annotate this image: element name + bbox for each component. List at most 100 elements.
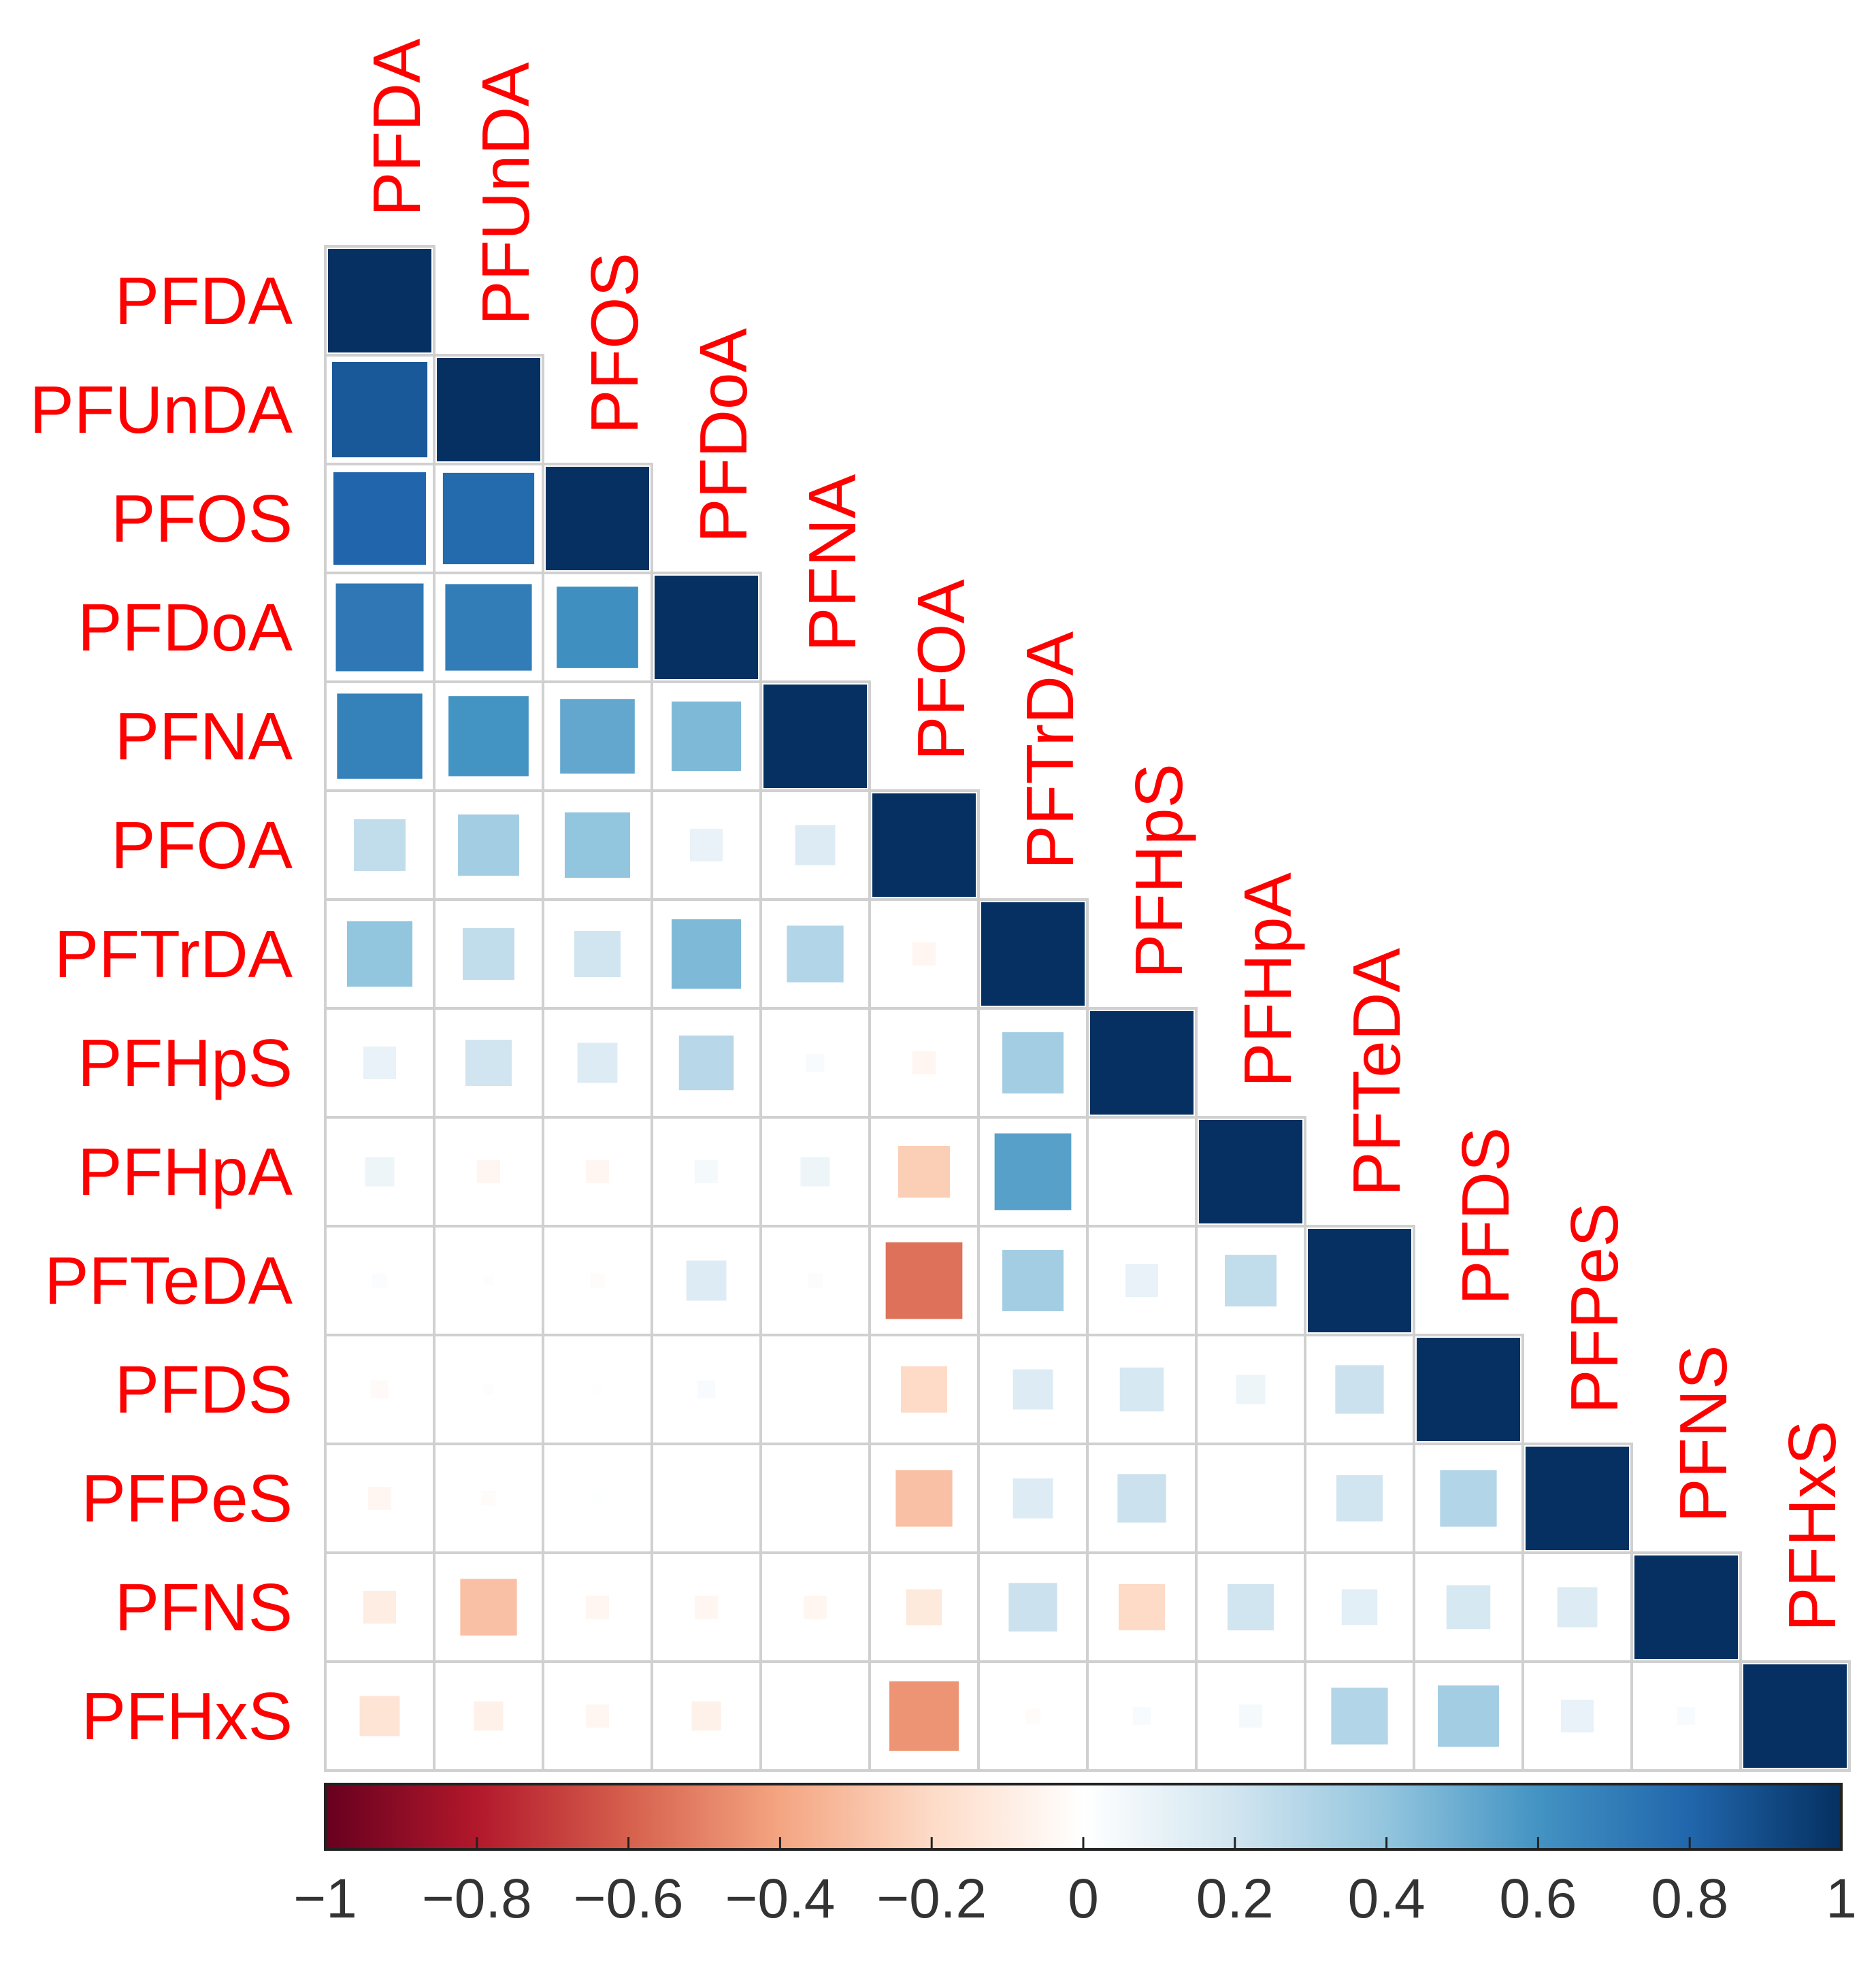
col-label-PFHpS: PFHpS (1121, 763, 1196, 978)
corr-cell-PFHpA-PFTrDA (994, 1133, 1072, 1211)
corr-cell-PFOS-PFOS (546, 467, 649, 570)
grid-cell (651, 1443, 762, 1554)
corr-cell-PFHpS-PFOA (912, 1051, 936, 1074)
colorbar-tick-label: 1 (1826, 1868, 1857, 1930)
corr-cell-PFPeS-PFOS (592, 1493, 603, 1504)
col-label-PFNS: PFNS (1666, 1345, 1741, 1523)
corr-cell-PFUnDA-PFDA (331, 361, 428, 458)
col-label-PFTrDA: PFTrDA (1013, 631, 1087, 870)
colorbar-tick-label: −0.2 (876, 1868, 987, 1930)
corr-cell-PFHxS-PFHpS (1132, 1707, 1151, 1726)
corr-cell-PFTeDA-PFTeDA (1308, 1229, 1411, 1332)
corr-cell-PFDS-PFTrDA (1013, 1369, 1053, 1410)
row-label-PFUnDA: PFUnDA (29, 372, 293, 447)
corr-cell-PFNA-PFDA (337, 693, 423, 779)
corr-cell-PFNS-PFUnDA (460, 1579, 517, 1636)
corr-cell-PFHpS-PFNA (806, 1053, 825, 1072)
corr-cell-PFHpA-PFUnDA (477, 1160, 500, 1183)
row-label-PFDA: PFDA (115, 263, 293, 338)
corr-cell-PFTeDA-PFOA (885, 1242, 963, 1319)
corr-cell-PFTeDA-PFUnDA (483, 1275, 494, 1286)
row-label-PFOS: PFOS (111, 481, 293, 556)
col-label-PFOS: PFOS (577, 252, 652, 434)
corr-cell-PFOA-PFDoA (689, 828, 723, 862)
row-label-PFHpA: PFHpA (78, 1134, 293, 1209)
corr-cell-PFHpA-PFNA (800, 1157, 830, 1187)
row-label-PFNA: PFNA (115, 699, 293, 774)
row-label-PFOA: PFOA (111, 808, 293, 883)
corr-cell-PFOA-PFOA (872, 793, 976, 897)
corr-cell-PFHpA-PFOA (898, 1146, 950, 1198)
corr-cell-PFOA-PFOS (564, 812, 631, 878)
corr-cell-PFDS-PFHpA (1236, 1374, 1266, 1404)
corr-cell-PFTeDA-PFTrDA (1002, 1250, 1064, 1311)
corr-cell-PFOA-PFUnDA (458, 814, 519, 876)
col-label-PFTeDA: PFTeDA (1339, 947, 1414, 1196)
col-label-PFDS: PFDS (1448, 1127, 1523, 1305)
corr-cell-PFHpS-PFDoA (678, 1035, 734, 1091)
col-label-PFHpA: PFHpA (1230, 872, 1305, 1087)
corr-cell-PFTeDA-PFNA (808, 1273, 823, 1288)
corr-cell-PFPeS-PFUnDA (481, 1491, 496, 1506)
corr-cell-PFDS-PFTeDA (1335, 1365, 1384, 1414)
corr-cell-PFTeDA-PFDA (372, 1273, 387, 1288)
corr-cell-PFUnDA-PFUnDA (437, 358, 540, 461)
corr-cell-PFNS-PFDS (1446, 1585, 1491, 1630)
corr-cell-PFHxS-PFTeDA (1331, 1687, 1388, 1745)
corr-cell-PFPeS-PFOA (895, 1470, 953, 1527)
corr-cell-PFPeS-PFPeS (1526, 1447, 1629, 1550)
corr-cell-PFDS-PFDS (1417, 1338, 1520, 1441)
corr-cell-PFPeS-PFTeDA (1336, 1475, 1383, 1521)
colorbar-tick-label: 0.6 (1499, 1868, 1577, 1930)
col-label-PFHxS: PFHxS (1775, 1421, 1849, 1632)
corr-cell-PFNA-PFNA (763, 685, 867, 788)
col-label-PFUnDA: PFUnDA (468, 62, 543, 325)
col-label-PFDA: PFDA (359, 38, 434, 216)
grid-cell (324, 898, 435, 1010)
grid-cell (1086, 1116, 1198, 1228)
corr-cell-PFTrDA-PFNA (787, 925, 844, 983)
row-label-PFPeS: PFPeS (82, 1461, 293, 1536)
corr-cell-PFTeDA-PFHpS (1125, 1264, 1159, 1298)
col-label-PFOA: PFOA (904, 579, 978, 761)
corr-cell-PFNA-PFOS (560, 699, 635, 774)
corr-cell-PFOS-PFUnDA (442, 472, 535, 565)
colorbar-tick-label: −0.6 (574, 1868, 684, 1930)
corr-cell-PFOA-PFDA (354, 819, 406, 871)
corr-cell-PFNA-PFUnDA (448, 696, 529, 776)
corr-cell-PFDS-PFDA (370, 1380, 389, 1399)
corr-cell-PFPeS-PFTrDA (1013, 1478, 1053, 1519)
corr-cell-PFHxS-PFDoA (691, 1701, 721, 1731)
corr-cell-PFPeS-PFDS (1440, 1470, 1497, 1527)
grid-cell (759, 1660, 871, 1772)
corr-cell-PFHpA-PFDoA (695, 1160, 718, 1183)
corr-cell-PFPeS-PFHpS (1117, 1474, 1166, 1523)
corr-cell-PFDS-PFDoA (697, 1380, 716, 1399)
corr-cell-PFHxS-PFDS (1438, 1685, 1499, 1747)
row-label-PFHxS: PFHxS (82, 1679, 293, 1753)
corr-cell-PFTrDA-PFOS (574, 931, 621, 977)
corr-cell-PFHxS-PFNS (1677, 1707, 1696, 1726)
col-label-PFDoA: PFDoA (686, 327, 761, 543)
corr-cell-PFTeDA-PFDoA (686, 1260, 727, 1301)
colorbar-tick-label: 0.8 (1651, 1868, 1728, 1930)
corr-cell-PFDA-PFDA (328, 249, 431, 352)
corr-cell-PFNA-PFDoA (672, 702, 741, 771)
corr-cell-PFNS-PFOS (586, 1596, 609, 1619)
corr-cell-PFHxS-PFOS (586, 1705, 609, 1728)
row-label-PFDS: PFDS (115, 1352, 293, 1427)
colorbar-tick-label: −1 (293, 1868, 357, 1930)
corr-cell-PFHpS-PFOS (577, 1042, 618, 1083)
corr-cell-PFTrDA-PFTrDA (981, 902, 1085, 1006)
grid-cell (759, 1443, 871, 1554)
corr-cell-PFTrDA-PFOA (912, 942, 936, 966)
row-label-PFTrDA: PFTrDA (54, 917, 293, 991)
row-label-PFDoA: PFDoA (78, 590, 293, 665)
grid-cell (1195, 1443, 1306, 1554)
corr-cell-PFDoA-PFUnDA (445, 584, 532, 671)
corr-cell-PFNS-PFNA (804, 1596, 827, 1619)
corr-cell-PFTrDA-PFDoA (672, 919, 741, 989)
corr-cell-PFDS-PFOS (592, 1384, 603, 1395)
corr-cell-PFNS-PFNS (1634, 1555, 1738, 1659)
